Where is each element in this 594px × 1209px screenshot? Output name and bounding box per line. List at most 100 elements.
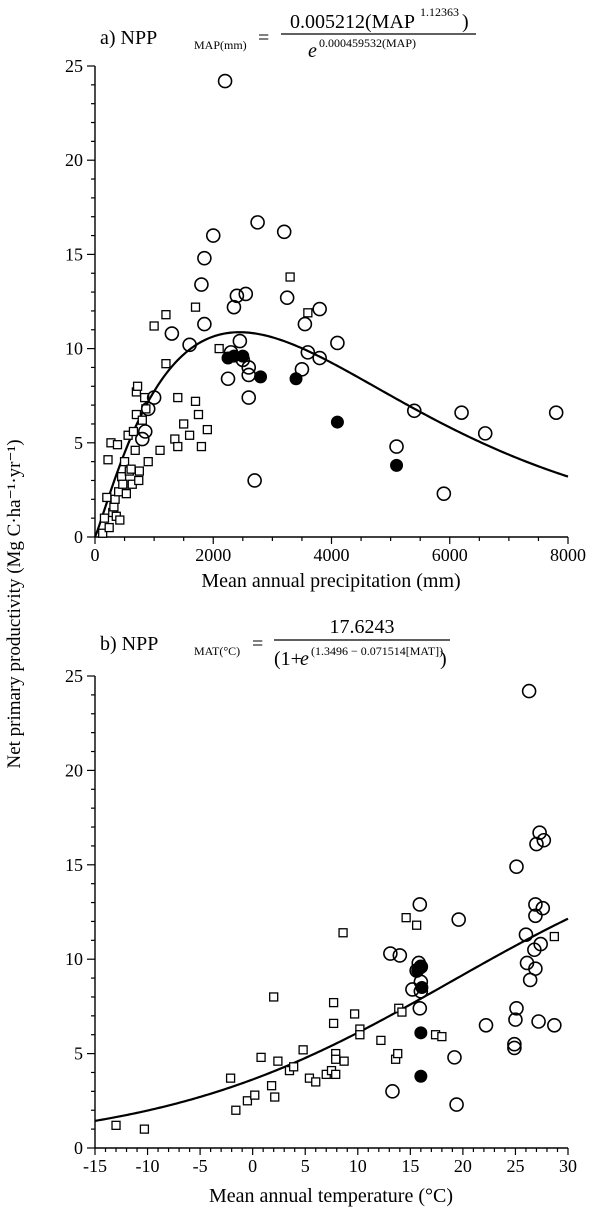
x-tick-label: 2000 — [195, 545, 231, 565]
open-circle-point — [383, 946, 398, 961]
open-circle-point — [197, 250, 212, 266]
panel-a-title-prefix: a) NPP — [100, 27, 157, 49]
open-square-point — [184, 430, 195, 440]
panel-b-title: b) NPP MAT(°C) = 17.6243 (1+ e (1.3496 −… — [100, 616, 450, 670]
open-square-point — [111, 1120, 121, 1130]
open-circle-point — [297, 316, 313, 332]
open-square-point — [303, 308, 313, 318]
open-circle-point — [478, 1017, 494, 1033]
open-square-point — [170, 434, 180, 444]
panel-a-eq-denominator-base: e — [308, 40, 317, 62]
open-circle-point — [312, 350, 327, 366]
open-circle-point — [508, 1012, 523, 1027]
open-circle-point — [135, 431, 150, 447]
filled-circle-point — [289, 372, 303, 386]
x-tick-label: 0 — [91, 545, 100, 565]
open-square-point — [112, 440, 123, 450]
open-square-point — [397, 1007, 407, 1017]
open-circle-point — [477, 426, 493, 441]
open-circle-point — [330, 335, 345, 351]
panel-a-title-subscript: MAP(mm) — [194, 38, 247, 52]
filled-circle-point — [414, 1026, 428, 1040]
filled-circle-point — [330, 415, 344, 429]
open-circle-point — [232, 333, 248, 349]
open-square-point — [161, 310, 171, 320]
open-circle-point — [241, 390, 257, 405]
open-circle-point — [146, 390, 162, 405]
open-square-point — [231, 1105, 241, 1115]
open-square-point — [285, 272, 295, 282]
open-square-point — [115, 515, 125, 525]
open-circle-point — [250, 215, 265, 230]
open-circle-point — [536, 832, 552, 848]
filled-circle-point — [414, 960, 428, 974]
filled-circle-point — [236, 349, 250, 363]
panel-a-axes — [94, 66, 568, 538]
panel-a-data-points — [98, 73, 564, 538]
open-square-point — [103, 455, 113, 465]
x-tick-label: 5 — [301, 1156, 310, 1176]
open-square-point — [328, 1018, 339, 1029]
open-square-point — [328, 997, 339, 1008]
open-circle-point — [312, 301, 327, 317]
open-circle-point — [449, 1097, 464, 1112]
open-circle-point — [205, 228, 221, 243]
open-circle-point — [226, 299, 242, 315]
y-tick-label: 10 — [65, 339, 83, 359]
x-tick-label: 25 — [506, 1156, 524, 1176]
open-circle-point — [454, 405, 469, 420]
open-circle-point — [300, 345, 316, 360]
open-circle-point — [412, 1000, 428, 1016]
panel-a-chart: a) NPP MAP(mm) = 0.005212(MAP 1.12363 ) … — [65, 5, 586, 592]
open-square-point — [289, 1062, 299, 1072]
panel-a-title: a) NPP MAP(mm) = 0.005212(MAP 1.12363 ) … — [100, 5, 476, 62]
open-square-point — [355, 1030, 365, 1040]
filled-circle-point — [254, 370, 268, 384]
open-square-point — [140, 392, 150, 403]
open-circle-point — [217, 73, 233, 89]
open-square-point — [256, 1052, 266, 1063]
open-square-point — [393, 1048, 403, 1059]
open-square-point — [104, 522, 114, 533]
open-square-point — [202, 424, 212, 435]
open-circle-point — [238, 286, 254, 302]
open-circle-point — [533, 936, 548, 952]
panel-b-y-ticks: 0 5 10 15 20 25 — [65, 666, 95, 1158]
panel-b-chart: b) NPP MAT(°C) = 17.6243 (1+ e (1.3496 −… — [65, 616, 577, 1207]
open-square-point — [298, 1045, 308, 1055]
x-tick-label: 20 — [454, 1156, 472, 1176]
open-square-point — [270, 1092, 280, 1102]
x-tick-label: -15 — [83, 1156, 107, 1176]
open-square-point — [128, 426, 139, 437]
open-circle-point — [436, 486, 452, 501]
x-tick-label: -5 — [193, 1156, 208, 1176]
panel-a-eq-denominator-exponent: 0.000459532(MAP) — [319, 36, 416, 50]
panel-a-fit-curve — [93, 331, 569, 538]
open-square-point — [116, 472, 127, 482]
y-tick-label: 15 — [65, 244, 83, 264]
filled-circle-point — [390, 458, 404, 472]
open-square-point — [119, 456, 130, 467]
open-circle-point — [137, 424, 153, 439]
panel-b-x-axis-label: Mean annual temperature (°C) — [209, 1185, 453, 1207]
open-square-point — [437, 1031, 447, 1042]
open-square-point — [242, 1096, 253, 1106]
open-circle-point — [197, 316, 212, 332]
open-circle-point — [509, 859, 524, 874]
open-square-point — [193, 409, 204, 420]
panel-a-eq-numerator: 0.005212(MAP — [290, 11, 415, 33]
open-square-point — [161, 359, 171, 369]
open-circle-point — [389, 439, 404, 454]
y-tick-label: 25 — [65, 666, 83, 686]
open-circle-point — [247, 473, 262, 488]
filled-circle-point — [414, 1069, 428, 1083]
y-tick-label: 5 — [74, 433, 83, 453]
y-tick-label: 20 — [65, 760, 83, 780]
panel-a-x-axis-label: Mean annual precipitation (mm) — [201, 570, 460, 592]
open-square-point — [196, 441, 207, 452]
y-tick-label: 10 — [65, 949, 83, 969]
open-circle-point — [182, 337, 197, 353]
x-tick-label: 10 — [349, 1156, 367, 1176]
open-square-point — [331, 1054, 341, 1064]
